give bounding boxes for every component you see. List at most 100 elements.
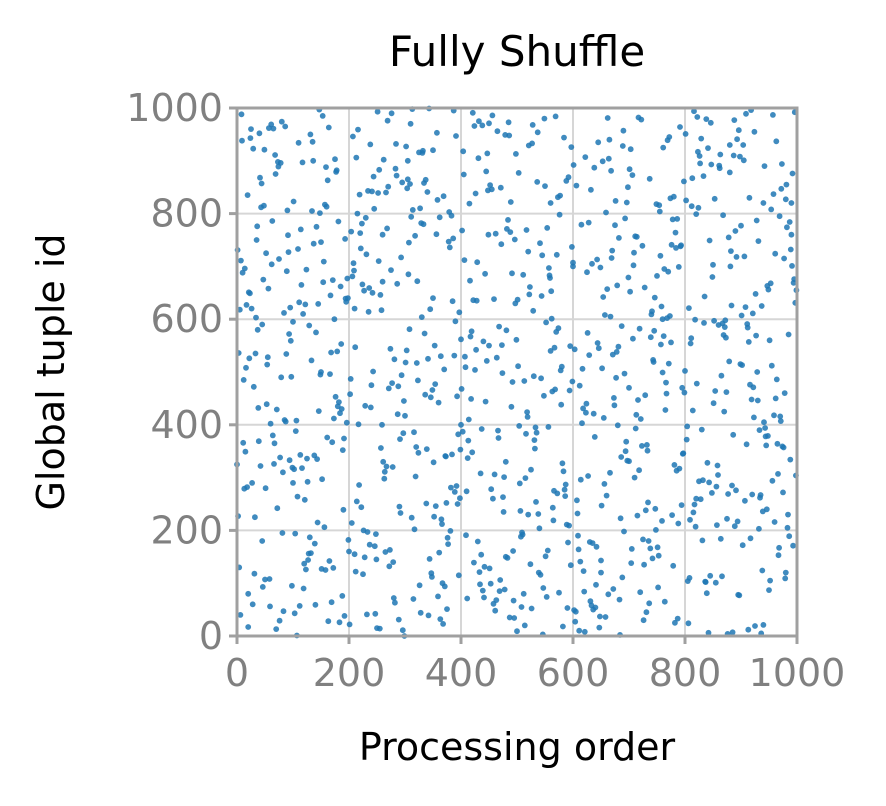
scatter-point bbox=[379, 231, 386, 238]
scatter-point bbox=[301, 496, 308, 503]
scatter-point bbox=[756, 525, 762, 532]
scatter-point bbox=[536, 525, 543, 532]
scatter-point bbox=[365, 308, 372, 315]
scatter-point bbox=[689, 407, 696, 414]
scatter-point bbox=[598, 557, 604, 564]
scatter-point bbox=[565, 174, 572, 181]
scatter-point bbox=[309, 208, 315, 214]
scatter-point bbox=[352, 344, 359, 351]
scatter-point bbox=[697, 496, 704, 503]
scatter-point bbox=[782, 575, 789, 582]
scatter-point bbox=[261, 146, 268, 153]
scatter-point bbox=[661, 598, 668, 605]
scatter-point bbox=[515, 170, 522, 176]
scatter-point bbox=[243, 364, 249, 371]
scatter-point bbox=[743, 110, 749, 117]
scatter-point bbox=[541, 392, 547, 399]
scatter-point bbox=[378, 307, 385, 314]
scatter-point bbox=[376, 625, 383, 632]
scatter-point bbox=[449, 451, 455, 458]
scatter-point bbox=[358, 504, 365, 511]
scatter-point bbox=[504, 555, 511, 561]
scatter-point bbox=[325, 124, 332, 131]
scatter-point bbox=[692, 523, 699, 530]
scatter-point bbox=[252, 514, 258, 521]
scatter-point bbox=[489, 112, 496, 119]
scatter-point bbox=[722, 317, 729, 324]
scatter-point bbox=[415, 377, 421, 384]
scatter-point bbox=[523, 430, 529, 437]
scatter-point bbox=[547, 275, 553, 281]
scatter-point bbox=[568, 144, 575, 151]
scatter-point bbox=[383, 189, 389, 196]
scatter-point bbox=[501, 474, 507, 480]
scatter-point bbox=[491, 296, 497, 302]
scatter-point bbox=[524, 414, 531, 420]
scatter-point bbox=[666, 134, 673, 140]
scatter-point bbox=[318, 239, 324, 246]
scatter-point bbox=[286, 457, 293, 464]
scatter-point bbox=[765, 433, 771, 439]
scatter-point bbox=[691, 501, 698, 508]
scatter-point bbox=[751, 414, 757, 421]
scatter-point bbox=[528, 466, 534, 473]
scatter-point bbox=[729, 482, 735, 489]
scatter-point bbox=[640, 617, 647, 624]
scatter-point bbox=[420, 147, 426, 154]
scatter-point bbox=[551, 344, 558, 351]
scatter-point bbox=[402, 412, 408, 419]
scatter-point bbox=[445, 541, 451, 547]
scatter-point bbox=[379, 278, 386, 285]
scatter-point bbox=[410, 596, 417, 602]
scatter-point bbox=[404, 157, 411, 164]
scatter-point bbox=[754, 369, 761, 375]
scatter-point bbox=[494, 128, 501, 135]
scatter-point bbox=[399, 627, 406, 634]
scatter-point bbox=[540, 585, 547, 591]
scatter-point bbox=[429, 574, 435, 580]
scatter-point bbox=[273, 626, 280, 632]
scatter-point bbox=[481, 563, 488, 570]
scatter-point bbox=[771, 519, 778, 525]
scatter-point bbox=[655, 584, 661, 591]
scatter-point bbox=[772, 395, 779, 402]
scatter-point bbox=[678, 242, 684, 249]
scatter-point bbox=[451, 352, 458, 359]
scatter-point bbox=[430, 459, 437, 466]
scatter-point bbox=[306, 322, 313, 329]
scatter-point bbox=[249, 480, 256, 486]
scatter-point bbox=[628, 546, 635, 552]
scatter-point bbox=[264, 354, 271, 361]
scatter-point bbox=[407, 181, 413, 187]
scatter-point bbox=[787, 456, 794, 463]
scatter-point bbox=[326, 558, 333, 564]
scatter-point bbox=[570, 263, 576, 270]
scatter-point bbox=[616, 235, 622, 241]
scatter-point bbox=[317, 210, 323, 217]
y-tick-label: 0 bbox=[199, 614, 223, 658]
scatter-point bbox=[650, 359, 657, 365]
scatter-point bbox=[659, 316, 666, 323]
scatter-point bbox=[619, 574, 626, 581]
scatter-point bbox=[305, 557, 311, 563]
scatter-point bbox=[362, 214, 369, 221]
scatter-point bbox=[713, 483, 720, 490]
scatter-point bbox=[509, 270, 515, 277]
scatter-point bbox=[431, 342, 438, 349]
scatter-point bbox=[685, 620, 692, 627]
scatter-point bbox=[541, 115, 548, 122]
y-tick-label: 600 bbox=[150, 297, 223, 341]
scatter-point bbox=[373, 531, 379, 537]
scatter-point bbox=[244, 192, 251, 199]
scatter-point bbox=[361, 287, 367, 294]
scatter-point bbox=[689, 175, 696, 182]
scatter-point bbox=[763, 442, 770, 449]
scatter-point bbox=[432, 503, 439, 509]
scatter-point bbox=[457, 495, 463, 502]
scatter-point bbox=[646, 600, 653, 607]
scatter-point bbox=[417, 205, 423, 212]
scatter-point bbox=[660, 333, 667, 339]
scatter-point bbox=[562, 481, 569, 488]
scatter-point bbox=[327, 292, 334, 299]
scatter-point bbox=[584, 269, 590, 276]
